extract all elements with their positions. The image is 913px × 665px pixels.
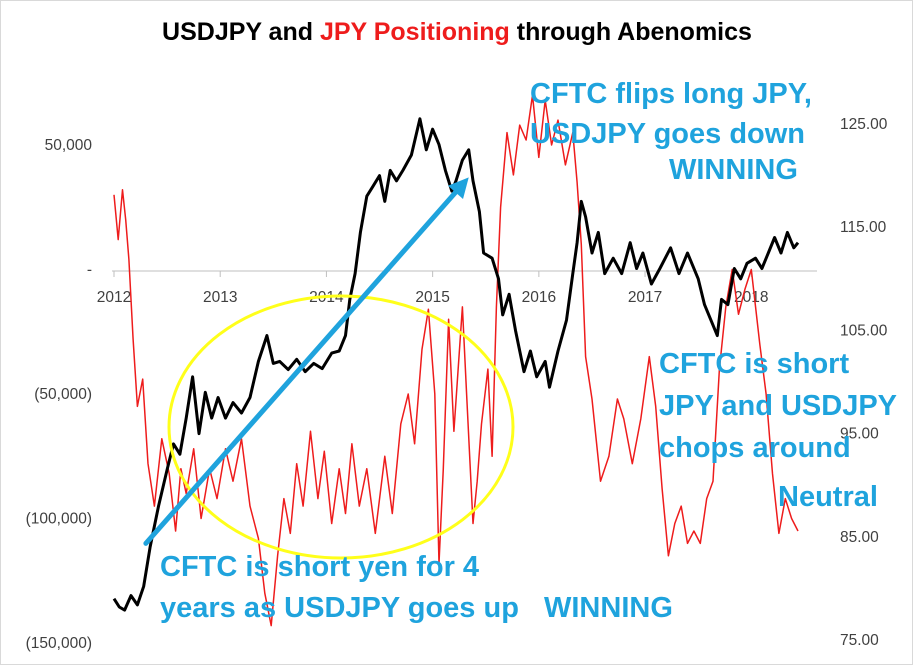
series-layer (112, 94, 800, 627)
annotation-short-jpy-1: CFTC is short (659, 348, 849, 380)
y-right-tick-label: 95.00 (840, 426, 879, 443)
y-axis-right-ticks: 125.00 115.00 105.00 95.00 85.00 75.00 (840, 116, 888, 649)
jpy-positioning-line (113, 94, 799, 627)
y-right-tick-label: 75.00 (840, 632, 879, 649)
y-left-tick-label: 50,000 (45, 137, 93, 154)
chart-title: USDJPY and JPY Positioning through Abeno… (162, 18, 752, 46)
x-axis-ticks: 2012 2013 2014 2015 2016 2017 2018 (97, 271, 769, 306)
usdjpy-line (112, 117, 800, 612)
annotation-flip-long-1: CFTC flips long JPY, (530, 78, 812, 110)
y-right-tick-label: 85.00 (840, 529, 879, 546)
y-right-tick-label: 115.00 (840, 219, 887, 236)
highlight-ellipse (167, 294, 515, 560)
annotation-neutral: Neutral (778, 481, 878, 513)
trend-arrow (143, 189, 459, 546)
annotation-winning: WINNING (544, 592, 673, 624)
x-tick-label: 2013 (203, 289, 237, 306)
annotation-short-yen-1: CFTC is short yen for 4 (160, 551, 479, 583)
y-left-tick-label: (50,000) (34, 386, 92, 403)
x-tick-label: 2015 (415, 289, 449, 306)
annotation-short-jpy-2: JPY and USDJPY (659, 390, 897, 422)
annotation-flip-long-2: USDJPY goes down (530, 118, 805, 150)
x-tick-label: 2016 (522, 289, 556, 306)
x-tick-label: 2018 (734, 289, 768, 306)
y-right-tick-label: 125.00 (840, 116, 888, 133)
y-left-tick-label: - (87, 262, 92, 279)
chart-title-part: USDJPY and (162, 18, 320, 46)
x-tick-label: 2012 (97, 289, 131, 306)
annotation-short-yen-2: years as USDJPY goes up (160, 592, 519, 624)
y-left-tick-label: (100,000) (26, 511, 92, 528)
y-right-tick-label: 105.00 (840, 322, 888, 339)
annotation-flip-long-3: WINNING (669, 154, 798, 186)
chart-title-part: JPY Positioning (320, 18, 510, 46)
y-axis-left-ticks: 50,000 - (50,000) (100,000) (150,000) (26, 137, 93, 652)
chart-title-part: through Abenomics (510, 18, 752, 46)
trend-arrow-head (448, 177, 469, 199)
y-left-tick-label: (150,000) (26, 635, 92, 652)
annotation-short-jpy-3: chops around (659, 432, 851, 464)
x-tick-label: 2017 (628, 289, 662, 306)
